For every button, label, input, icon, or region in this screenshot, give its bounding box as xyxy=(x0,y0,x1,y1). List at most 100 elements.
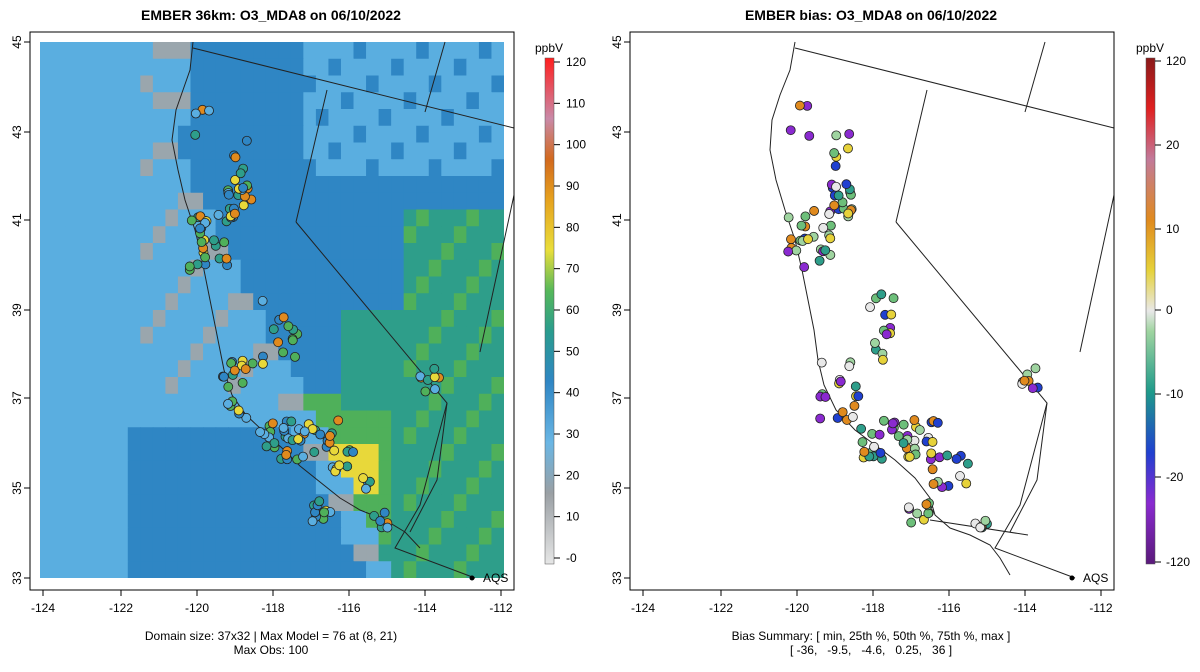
grid-cell xyxy=(65,125,79,144)
grid-cell xyxy=(52,477,66,495)
grid-cell xyxy=(366,42,380,60)
grid-cell xyxy=(416,544,430,562)
grid-cell xyxy=(115,209,129,227)
grid-cell xyxy=(416,561,430,578)
grid-cell xyxy=(340,477,355,495)
grid-cell xyxy=(203,92,217,110)
grid-cell xyxy=(416,460,430,479)
grid-cell xyxy=(366,310,380,328)
colorbar-tick-label: 120 xyxy=(1166,54,1186,68)
grid-cell xyxy=(115,142,129,160)
obs-site xyxy=(298,451,308,462)
obs-site xyxy=(833,190,844,201)
grid-cell xyxy=(416,142,430,160)
colorbar-tick-label: 90 xyxy=(566,179,580,193)
grid-cell xyxy=(265,276,279,294)
grid-cell xyxy=(290,377,304,395)
grid-cell xyxy=(215,125,229,144)
grid-cell xyxy=(478,494,493,512)
grid-cell xyxy=(441,393,455,412)
grid-cell xyxy=(203,393,217,412)
grid-cell xyxy=(177,176,192,194)
grid-cell xyxy=(290,527,304,546)
grid-cell xyxy=(90,527,104,546)
obs-site xyxy=(429,372,440,382)
grid-cell xyxy=(127,259,141,278)
grid-cell xyxy=(52,109,66,127)
grid-cell xyxy=(253,561,267,578)
grid-cell xyxy=(391,310,405,328)
grid-cell xyxy=(40,360,54,378)
grid-cell xyxy=(90,561,104,578)
grid-cell xyxy=(366,377,380,395)
grid-cell xyxy=(315,125,330,144)
grid-cell xyxy=(127,377,141,395)
grid-cell xyxy=(115,427,129,445)
grid-cell xyxy=(115,544,129,562)
grid-cell xyxy=(115,410,129,428)
grid-cell xyxy=(441,343,455,361)
grid-cell xyxy=(228,75,242,93)
grid-cell xyxy=(416,310,430,328)
grid-cell xyxy=(491,326,504,345)
grid-cell xyxy=(441,293,455,311)
grid-cell xyxy=(290,109,304,127)
grid-cell xyxy=(152,159,167,177)
obs-site xyxy=(261,441,272,452)
obs-site xyxy=(319,507,330,518)
grid-cell xyxy=(165,42,179,60)
y-tick-label: 37 xyxy=(10,391,24,405)
y-tick-label: 45 xyxy=(10,35,24,49)
grid-cell xyxy=(228,276,242,294)
grid-cell xyxy=(353,360,367,378)
grid-cell xyxy=(303,75,317,93)
grid-cell xyxy=(102,243,116,261)
grid-cell xyxy=(416,326,430,345)
grid-cell xyxy=(366,209,380,227)
colorbar-tick-label: 20 xyxy=(1166,138,1180,152)
grid-cell xyxy=(203,58,217,77)
grid-cell xyxy=(453,276,467,294)
grid-cell xyxy=(441,377,455,395)
grid-cell xyxy=(340,393,355,412)
grid-cell xyxy=(315,293,330,311)
grid-cell xyxy=(190,310,204,328)
grid-cell xyxy=(165,393,179,412)
grid-cell xyxy=(265,527,279,546)
obs-site xyxy=(809,206,820,216)
grid-cell xyxy=(478,511,493,529)
grid-cell xyxy=(215,75,229,93)
grid-cell xyxy=(177,460,192,479)
grid-cell xyxy=(303,460,317,479)
grid-cell xyxy=(453,326,467,345)
grid-cell xyxy=(416,75,430,93)
grid-cell xyxy=(177,377,192,395)
obs-site xyxy=(942,450,953,461)
grid-cell xyxy=(491,42,504,60)
grid-cell xyxy=(77,527,91,546)
grid-cell xyxy=(353,326,367,345)
obs-site xyxy=(286,416,297,427)
grid-cell xyxy=(127,360,141,378)
grid-cell xyxy=(102,276,116,294)
grid-cell xyxy=(315,377,330,395)
grid-cell xyxy=(491,159,504,177)
grid-cell xyxy=(253,192,267,211)
grid-cell xyxy=(428,427,442,445)
grid-cell xyxy=(378,427,392,445)
grid-cell xyxy=(115,393,129,412)
grid-cell xyxy=(303,226,317,244)
obs-site xyxy=(847,412,858,422)
grid-cell xyxy=(353,243,367,261)
grid-cell xyxy=(353,444,367,462)
obs-site xyxy=(853,391,864,402)
obs-site xyxy=(237,377,248,388)
grid-cell xyxy=(140,176,154,194)
grid-cell xyxy=(52,226,66,244)
grid-cell xyxy=(391,427,405,445)
grid-cell xyxy=(391,393,405,412)
grid-cell xyxy=(65,410,79,428)
grid-cell xyxy=(240,75,254,93)
grid-cell xyxy=(353,58,367,77)
grid-cell xyxy=(240,243,254,261)
